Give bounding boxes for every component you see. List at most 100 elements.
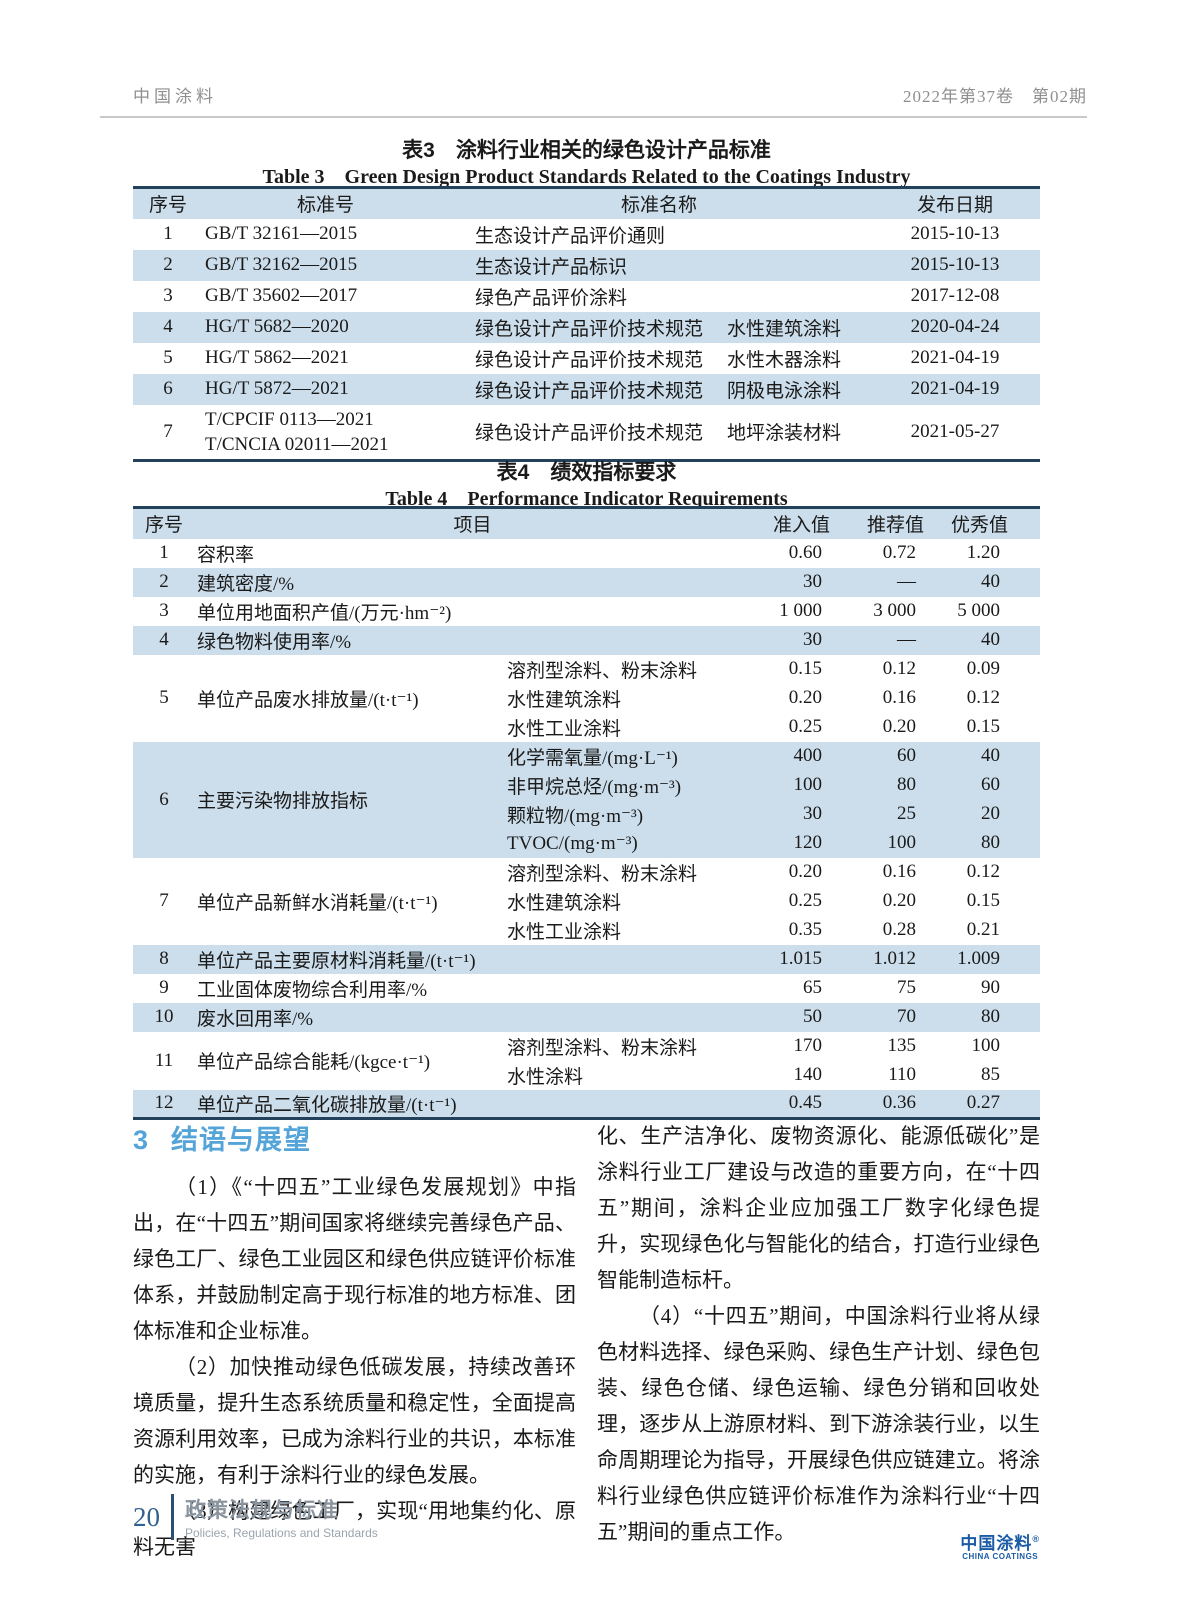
cell-std: GB/T 32162—2015 <box>203 249 448 281</box>
cell-no: 6 <box>133 741 195 858</box>
std-line1: T/CPCIF 0113—2021 <box>205 408 374 430</box>
cell-recommended: 70 <box>848 1002 939 1032</box>
cell-item: 单位用地面积产值/(万元·hm⁻²) <box>197 602 452 624</box>
cell-entry: 0.25 <box>788 890 823 911</box>
table3-header-std: 标准号 <box>203 187 448 219</box>
table-row: 7 T/CPCIF 0113—2021 T/CNCIA 02011—2021 绿… <box>133 405 1040 461</box>
table-row: 水性涂料 140 110 85 <box>133 1061 1040 1090</box>
cell-sub: 水性建筑涂料 <box>507 892 622 914</box>
cell-recommended: 75 <box>897 977 917 998</box>
cell-entry: 0.45 <box>750 1089 849 1119</box>
table-row: 1 GB/T 32161—2015 生态设计产品评价通则 2015-10-13 <box>133 219 1040 250</box>
cell-std: GB/T 32161—2015 <box>205 223 358 244</box>
cell-excellent: 0.27 <box>938 1089 1041 1119</box>
cell-no: 4 <box>133 311 203 343</box>
table3-header-date: 发布日期 <box>870 187 1040 219</box>
cell-excellent: 5 000 <box>957 600 1001 621</box>
table-row: 12 单位产品二氧化碳排放量/(t·t⁻¹) 0.45 0.36 0.27 <box>133 1089 1041 1119</box>
cell-item: 建筑密度/% <box>195 567 751 597</box>
std-name: 生态设计产品评价通则 <box>475 225 666 247</box>
table-row: 8 单位产品主要原材料消耗量/(t·t⁻¹) 1.015 1.012 1.009 <box>133 944 1041 974</box>
section-heading: 3 结语与展望 <box>133 1118 576 1157</box>
cell-excellent: 80 <box>938 1002 1041 1032</box>
cell-entry: 1.015 <box>750 944 849 974</box>
logo-zh-text: 中国涂料® <box>960 1534 1040 1554</box>
cell-entry: 120 <box>750 828 849 858</box>
table4-header-entry: 准入值 <box>750 507 849 539</box>
cell-name: 绿色设计产品评价技术规范 地坪涂装材料 <box>448 405 870 461</box>
paragraph-3: （3）构建绿色工厂，实现“用地集约化、原料无害 <box>133 1499 576 1559</box>
cell-recommended: 0.28 <box>882 919 917 940</box>
std-name: 绿色设计产品评价技术规范 <box>475 423 704 445</box>
cell-excellent: 0.12 <box>966 861 1001 882</box>
std-subname: 阴极电泳涂料 <box>727 380 842 402</box>
cell-recommended: 135 <box>887 1035 917 1056</box>
footer-section-labels: 政策法规与标准 Policies, Regulations and Standa… <box>185 1494 378 1540</box>
table-row: 7 单位产品新鲜水消耗量/(t·t⁻¹) 溶剂型涂料、粉末涂料 0.20 0.1… <box>133 858 1040 914</box>
table3-caption-en: Table 3 Green Design Product Standards R… <box>262 166 911 188</box>
cell-name: 绿色设计产品评价技术规范 阴极电泳涂料 <box>448 373 870 405</box>
std-name: 绿色设计产品评价技术规范 <box>475 380 704 402</box>
cell-entry: 30 <box>750 799 849 829</box>
table-row: 非甲烷总烃/(mg·m⁻³) 100 80 60 <box>133 770 1041 800</box>
cell-date: 2021-04-19 <box>910 347 1000 368</box>
footer-section-zh: 政策法规与标准 <box>185 1499 339 1522</box>
paragraph-2: （2）加快推动绿色低碳发展，持续改善环境质量，提升生态系统质量和稳定性，全面提高… <box>133 1355 576 1487</box>
journal-issue: 2022年第37卷 第02期 <box>903 87 1087 106</box>
cell-recommended: 1.012 <box>848 944 939 974</box>
table-row: 4 HG/T 5682—2020 绿色设计产品评价技术规范 水性建筑涂料 2020… <box>133 311 1040 343</box>
cell-entry: 400 <box>750 741 849 771</box>
section-title: 结语与展望 <box>171 1125 312 1155</box>
table-row: TVOC/(mg·m⁻³) 120 100 80 <box>133 828 1041 858</box>
cell-entry: 170 <box>793 1035 823 1056</box>
cell-entry: 30 <box>750 625 849 655</box>
table4-header-row: 序号 项目 准入值 推荐值 优秀值 <box>133 507 1041 539</box>
table-row: 水性工业涂料 0.35 0.28 0.21 <box>133 916 1040 945</box>
cell-item: 主要污染物排放指标 <box>195 741 505 858</box>
table-row: 6 HG/T 5872—2021 绿色设计产品评价技术规范 阴极电泳涂料 2021… <box>133 373 1040 405</box>
cell-std: HG/T 5862—2021 <box>205 347 349 368</box>
cell-name: 生态设计产品标识 <box>448 249 870 281</box>
cell-recommended: 80 <box>848 770 939 800</box>
cell-entry: 1 000 <box>779 600 823 621</box>
table-row: 9 工业固体废物综合利用率/% 65 75 90 <box>133 974 1040 1003</box>
table-row: 5 单位产品废水排放量/(t·t⁻¹) 溶剂型涂料、粉末涂料 0.15 0.12… <box>133 655 1040 711</box>
std-name: 绿色设计产品评价技术规范 <box>475 318 704 340</box>
cell-name: 绿色产品评价涂料 <box>448 281 870 312</box>
table-row: 3 单位用地面积产值/(万元·hm⁻²) 1 000 3 000 5 000 <box>133 597 1040 626</box>
std-subname: 水性建筑涂料 <box>727 318 842 340</box>
cell-entry: 100 <box>750 770 849 800</box>
table-row: 颗粒物/(mg·m⁻³) 30 25 20 <box>133 799 1041 829</box>
cell-date: 2015-10-13 <box>870 249 1040 281</box>
std-name: 生态设计产品标识 <box>475 256 628 278</box>
cell-no: 6 <box>133 373 203 405</box>
footer-divider-bar <box>171 1494 174 1540</box>
table-row: 水性工业涂料 0.25 0.20 0.15 <box>133 713 1040 742</box>
cell-item: 单位产品综合能耗/(kgce·t⁻¹) <box>197 1052 431 1073</box>
cell-sub: 水性建筑涂料 <box>507 689 622 711</box>
cell-sub: 溶剂型涂料、粉末涂料 <box>507 660 698 682</box>
table-row: 6 主要污染物排放指标 化学需氧量/(mg·L⁻¹) 400 60 40 <box>133 741 1041 858</box>
table4-header-recommended: 推荐值 <box>848 507 939 539</box>
cell-no: 12 <box>133 1089 195 1119</box>
cell-item: 废水回用率/% <box>195 1002 751 1032</box>
std-line2: T/CNCIA 02011—2021 <box>205 433 389 455</box>
cell-item: 工业固体废物综合利用率/% <box>197 979 428 1001</box>
cell-excellent: 0.12 <box>966 687 1001 708</box>
cell-std: T/CPCIF 0113—2021 T/CNCIA 02011—2021 <box>203 405 448 461</box>
cell-sub: 水性涂料 <box>507 1066 584 1088</box>
table-row: 水性建筑涂料 0.20 0.16 0.12 <box>133 684 1040 713</box>
cell-date: 2021-05-27 <box>910 420 1000 442</box>
cell-std: HG/T 5872—2021 <box>203 373 448 405</box>
cell-recommended: 25 <box>848 799 939 829</box>
paragraph-4: （4）“十四五”期间，中国涂料行业将从绿色材料选择、绿色采购、绿色生产计划、绿色… <box>597 1304 1040 1544</box>
cell-sub: 溶剂型涂料、粉末涂料 <box>507 863 698 885</box>
cell-excellent: 80 <box>938 828 1041 858</box>
std-subname: 地坪涂装材料 <box>727 423 842 445</box>
cell-sub: 化学需氧量/(mg·L⁻¹) <box>505 741 751 771</box>
cell-recommended: 0.72 <box>882 542 917 563</box>
cell-sub: TVOC/(mg·m⁻³) <box>505 828 751 858</box>
cell-no: 5 <box>163 347 173 368</box>
paragraph-3-continued: 化、生产洁净化、废物资源化、能源低碳化”是涂料行业工厂建设与改造的重要方向，在“… <box>597 1124 1040 1292</box>
table4-header-no: 序号 <box>133 507 195 539</box>
